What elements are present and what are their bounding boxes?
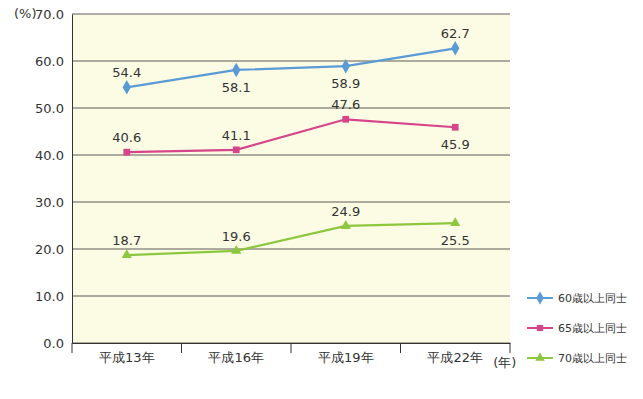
x-divider — [72, 343, 73, 353]
grid-line — [72, 108, 510, 109]
y-tick-label: 30.0 — [35, 195, 64, 210]
y-axis-line — [72, 15, 73, 344]
x-tick-label: 平成19年 — [318, 350, 374, 365]
data-label: 62.7 — [441, 26, 470, 41]
y-tick: 0.0 — [43, 336, 72, 351]
data-label: 47.6 — [331, 97, 360, 112]
y-tick-label: 10.0 — [35, 289, 64, 304]
series-marker — [452, 124, 459, 131]
y-tick: 30.0 — [35, 195, 72, 210]
data-label: 24.9 — [331, 204, 360, 219]
data-label: 25.5 — [441, 233, 470, 248]
series — [122, 217, 461, 258]
series — [123, 116, 458, 156]
series-marker — [451, 41, 459, 55]
legend: 60歳以上同士 65歳以上同士 70歳以上同士 — [527, 291, 627, 365]
plot-background — [72, 14, 510, 343]
legend-item: 70歳以上同士 — [527, 352, 627, 365]
x-divider — [400, 343, 401, 353]
y-tick-label: 0.0 — [43, 336, 64, 351]
data-label: 58.1 — [222, 80, 251, 95]
data-label: 19.6 — [222, 229, 251, 244]
legend-label: 65歳以上同士 — [558, 322, 627, 335]
y-axis: 0.0 10.0 20.0 30.0 40.0 50.0 60.0 70.0 — [35, 7, 72, 351]
series-marker — [342, 116, 349, 123]
x-divider — [181, 343, 182, 353]
y-tick-label: 40.0 — [35, 148, 64, 163]
x-tick-label: 平成16年 — [208, 350, 264, 365]
x-divider — [291, 343, 292, 353]
y-tick-label: 70.0 — [35, 7, 64, 22]
series-marker — [450, 217, 460, 226]
x-axis-label: (年) — [493, 355, 516, 370]
series-marker — [341, 220, 351, 229]
series-marker — [123, 149, 130, 156]
x-tick-label: 平成13年 — [99, 350, 155, 365]
data-label: 45.9 — [441, 137, 470, 152]
series-marker — [342, 59, 350, 73]
grid — [72, 14, 510, 343]
legend-item: 60歳以上同士 — [527, 291, 627, 305]
y-tick-label: 60.0 — [35, 54, 64, 69]
y-tick: 10.0 — [35, 289, 72, 304]
grid-line — [72, 249, 510, 250]
legend-marker — [535, 353, 544, 361]
data-label: 58.9 — [331, 76, 360, 91]
legend-marker — [537, 325, 543, 331]
series-line — [127, 119, 456, 152]
series-line — [127, 223, 456, 255]
data-label: 40.6 — [112, 130, 141, 145]
y-tick: 60.0 — [35, 54, 72, 69]
chart: 0.0 10.0 20.0 30.0 40.0 50.0 60.0 70.0 平成13年 平成16… — [0, 0, 643, 399]
x-divider — [510, 343, 511, 353]
legend-label: 70歳以上同士 — [558, 352, 627, 365]
series-marker — [232, 63, 240, 77]
x-tick: 平成16年 — [208, 343, 264, 365]
legend-item: 65歳以上同士 — [527, 322, 627, 335]
y-tick: 20.0 — [35, 242, 72, 257]
series-marker — [231, 245, 241, 254]
series-group — [122, 41, 461, 258]
x-axis: 平成13年 平成16年 平成19年 平成22年 — [72, 343, 511, 365]
y-tick: 70.0 — [35, 7, 72, 22]
grid-line — [72, 14, 510, 15]
y-axis-label: (%) — [14, 6, 37, 21]
data-label: 54.4 — [112, 65, 141, 80]
x-tick: 平成19年 — [318, 343, 374, 365]
series-marker — [122, 249, 132, 258]
y-tick: 40.0 — [35, 148, 72, 163]
grid-line — [72, 202, 510, 203]
data-labels: 54.4 58.1 58.9 62.7 40.6 41.1 47.6 45.9 18.7 19.6… — [112, 26, 469, 248]
legend-marker — [536, 291, 544, 304]
x-tick: 平成22年 — [427, 343, 483, 365]
grid-line — [72, 155, 510, 156]
x-tick: 平成13年 — [99, 343, 155, 365]
grid-line — [72, 61, 510, 62]
data-label: 18.7 — [112, 233, 141, 248]
plot: 0.0 10.0 20.0 30.0 40.0 50.0 60.0 70.0 平成13年 平成16… — [35, 7, 510, 366]
series-line — [127, 48, 456, 87]
legend-label: 60歳以上同士 — [558, 292, 627, 305]
x-tick-label: 平成22年 — [427, 350, 483, 365]
y-tick: 50.0 — [35, 101, 72, 116]
y-tick-label: 20.0 — [35, 242, 64, 257]
series-marker — [123, 80, 131, 94]
y-tick-label: 50.0 — [35, 101, 64, 116]
data-label: 41.1 — [222, 128, 251, 143]
grid-line — [72, 296, 510, 297]
series — [123, 41, 460, 94]
series-marker — [233, 146, 240, 153]
